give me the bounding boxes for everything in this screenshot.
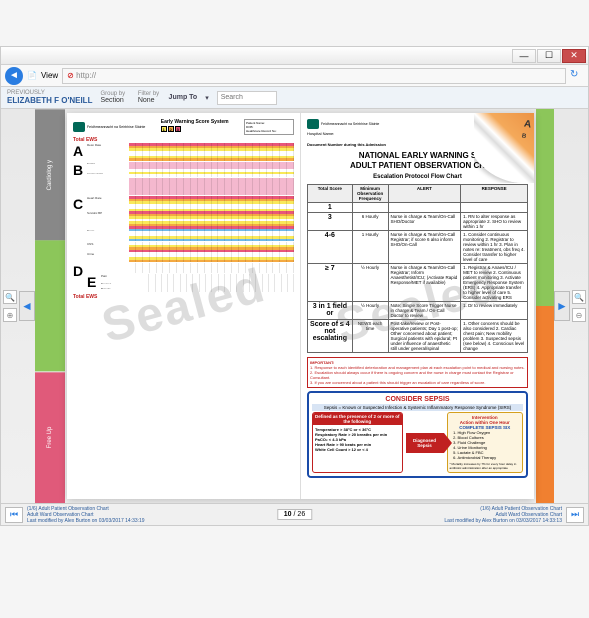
hse-logo-icon	[73, 122, 85, 132]
tool-button[interactable]: ⊖	[572, 308, 586, 322]
url-text: http://	[76, 71, 96, 80]
tab-label: View	[41, 71, 58, 80]
page-indicator: 10 / 26	[277, 509, 312, 520]
minimize-button[interactable]: —	[512, 49, 536, 63]
group-value[interactable]: Section	[100, 97, 123, 104]
hse-logo: Feidhmeannacht na Seirbhíse Sláinte	[73, 119, 145, 135]
left-page: Sealed Feidhmeannacht na Seirbhíse Sláin…	[67, 113, 301, 499]
sepsis-actions-box: Intervention Action within One Hour COMP…	[447, 412, 523, 473]
patient-label-box: Patient Name:DOB:Healthcare Record No:	[244, 119, 294, 135]
section-tab[interactable]: Cardiolog y	[35, 109, 65, 240]
ews-system-title: Early Warning Score System 1 2 3	[161, 119, 229, 135]
sepsis-action: Antimicrobial Therapy	[458, 455, 520, 460]
footer-left-meta: (1/6) Adult Patient Observation Chart Ad…	[27, 506, 145, 524]
left-page-header: Feidhmeannacht na Seirbhíse Sláinte Earl…	[73, 119, 294, 135]
patient-name: ELIZABETH F O'NEILL	[7, 96, 92, 105]
menubar: PREVIOUSLY ELIZABETH F O'NEILL Group by …	[1, 87, 588, 109]
sepsis-arrow: Diagnosed Sepsis	[406, 433, 444, 453]
filter-block: Filter by None	[138, 91, 161, 104]
first-page-button[interactable]: ⏮	[5, 507, 23, 523]
sepsis-box: CONSIDER SEPSIS Sepsis = Known or Suspec…	[307, 391, 528, 478]
zoom-in-button[interactable]: 🔍	[3, 290, 17, 304]
refresh-button[interactable]: ↻	[570, 69, 584, 83]
section-tab[interactable]	[35, 240, 65, 371]
ews-row	[101, 289, 294, 292]
ews-row	[87, 174, 294, 177]
filter-value[interactable]: None	[138, 97, 155, 104]
left-section-tabs: Cardiolog y Free Up	[35, 109, 65, 503]
section-tab[interactable]	[536, 306, 554, 503]
chevron-down-icon: ▾	[205, 94, 209, 102]
ews-row	[87, 239, 294, 242]
footer-right: (1/6) Adult Patient Observation Chart Ad…	[444, 506, 584, 524]
table-row: 3 in 1 field or½ HourlyNote: Single Scor…	[308, 302, 528, 320]
next-page-button[interactable]: ►	[554, 291, 570, 321]
document-viewer: 🔍 ⊕ ◄ Cardiolog y Free Up Sealed Feidhmea…	[1, 109, 588, 503]
sepsis-criterion: White Cell Count > 12 or < 4	[315, 447, 400, 452]
zoom-tool[interactable]: ⊕	[3, 308, 17, 322]
page-curl[interactable]: AB	[474, 113, 534, 183]
ews-section-letter: B	[73, 162, 87, 178]
tab-icon: 📄	[27, 71, 37, 80]
right-section-tabs	[536, 109, 554, 503]
last-page-button[interactable]: ⏭	[566, 507, 584, 523]
address-bar[interactable]: ⊘ http://	[62, 68, 566, 84]
table-row: ≥ 7½ HourlyNurse in charge & Team/On-Cal…	[308, 264, 528, 302]
close-button[interactable]: ✕	[562, 49, 586, 63]
sepsis-note: * Mortality increases by 7% for every ho…	[450, 462, 520, 470]
search-input[interactable]	[217, 91, 277, 105]
ews-section-letter: E	[87, 274, 101, 290]
back-button[interactable]: ◄	[5, 67, 23, 85]
patient-block: PREVIOUSLY ELIZABETH F O'NEILL	[7, 90, 92, 105]
ews-section-letter: C	[73, 196, 87, 212]
table-row: 1	[308, 203, 528, 213]
ews-chart-grid: AResp RateBSpO2Inspired O2CHeart RateSys…	[73, 143, 294, 292]
ews-row	[87, 260, 294, 263]
prev-page-button[interactable]: ◄	[19, 291, 35, 321]
table-row: Score of ≤ 4 not escalatingNEWS each tim…	[308, 320, 528, 353]
sepsis-arrow-container: Diagnosed Sepsis	[406, 412, 444, 473]
footer: ⏮ (1/6) Adult Patient Observation Chart …	[1, 503, 588, 525]
sepsis-actions-list: High Flow OxygenBlood CulturesFluid Chal…	[458, 430, 520, 460]
ews-row	[87, 193, 294, 196]
sepsis-criteria-box: Defined as the presence of 2 or more of …	[312, 412, 403, 473]
escalation-table: Total ScoreMinimum Observation Frequency…	[307, 184, 528, 353]
table-row: 36 HourlyNurse in charge & Team/On-Call …	[308, 213, 528, 231]
sepsis-sub: Sepsis = Known or Suspected Infection & …	[312, 404, 523, 411]
ews-row	[87, 271, 294, 274]
app-window: — ☐ ✕ ◄ 📄 View ⊘ http:// ↻ PREVIOUSLY EL…	[0, 46, 589, 526]
sepsis-title: CONSIDER SEPSIS	[312, 396, 523, 403]
left-tools: 🔍 ⊕	[1, 109, 19, 503]
footer-left: ⏮ (1/6) Adult Patient Observation Chart …	[5, 506, 145, 524]
hse-logo-icon-right	[307, 119, 319, 129]
book-spread: Sealed Feidhmeannacht na Seirbhíse Sláin…	[67, 113, 534, 499]
right-tools: 🔍 ⊖	[570, 109, 588, 503]
hse-logo-right: Feidhmeannacht na Seirbhíse Sláinte	[307, 119, 379, 129]
section-tab[interactable]: Free Up	[35, 372, 65, 503]
zoom-out-button[interactable]: 🔍	[572, 290, 586, 304]
hse-logo-text: Feidhmeannacht na Seirbhíse Sláinte	[87, 125, 145, 129]
group-block: Group by Section	[100, 91, 129, 104]
section-tab[interactable]	[536, 109, 554, 306]
right-page: Sealed Feidhmeannacht na Seirbhíse Sláin…	[301, 113, 534, 499]
ews-section-letter: A	[73, 143, 87, 159]
maximize-button[interactable]: ☐	[537, 49, 561, 63]
jump-to-button[interactable]: Jump To	[169, 94, 198, 101]
total-ews-footer: Total EWS	[73, 294, 294, 300]
important-box: IMPORTANT: 1. Response to each identifie…	[307, 357, 528, 388]
browser-toolbar: ◄ 📄 View ⊘ http:// ↻	[1, 65, 588, 87]
table-row: 4-61 HourlyNurse in charge & Team/On-Cal…	[308, 231, 528, 264]
ews-section-letter: D	[73, 263, 87, 279]
sepsis-left-header: Defined as the presence of 2 or more of …	[313, 413, 402, 425]
ews-row	[87, 158, 294, 161]
footer-right-meta: (1/6) Adult Patient Observation Chart Ad…	[444, 506, 562, 524]
sepsis-content: Defined as the presence of 2 or more of …	[312, 412, 523, 473]
titlebar: — ☐ ✕	[1, 47, 588, 65]
